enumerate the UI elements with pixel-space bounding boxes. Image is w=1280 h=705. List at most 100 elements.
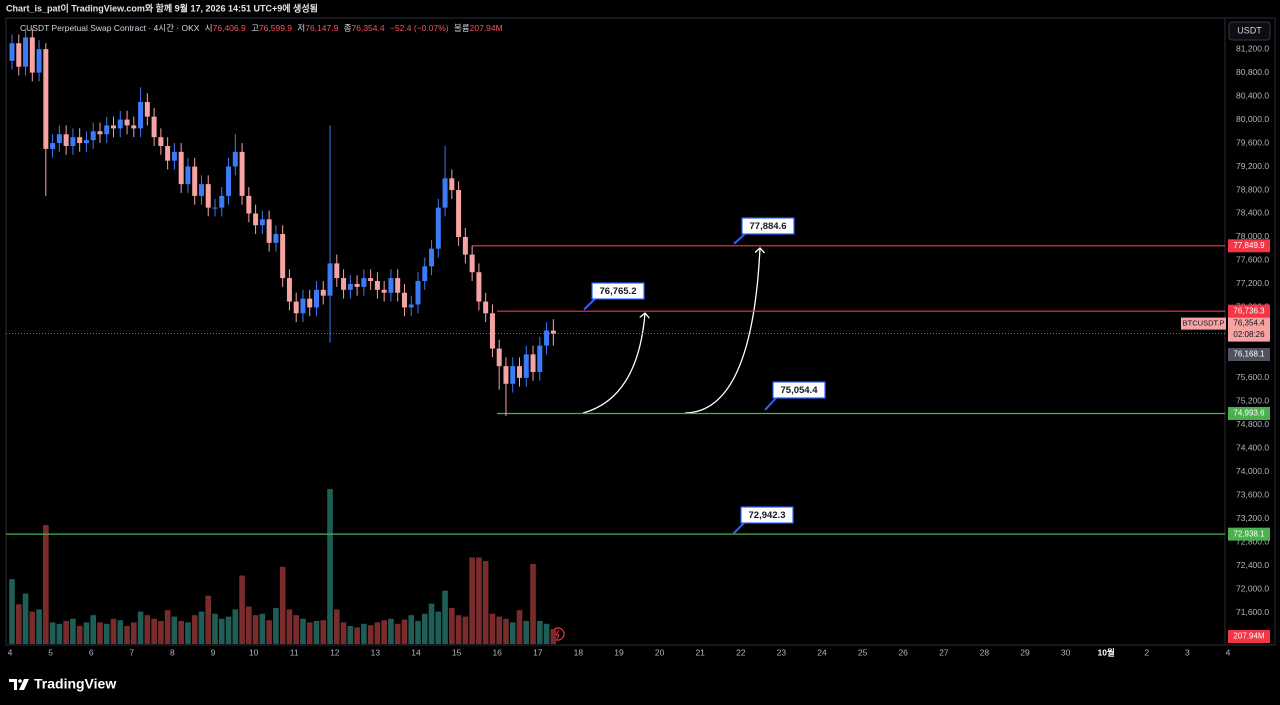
volume-bar xyxy=(496,616,502,644)
candle-body xyxy=(354,283,360,287)
volume-bar xyxy=(252,615,259,644)
candle-body xyxy=(97,131,103,135)
candle-body xyxy=(517,366,522,378)
candle-body xyxy=(77,137,83,144)
candle-body xyxy=(401,292,407,308)
volume-bar xyxy=(36,609,42,644)
candle-body xyxy=(111,125,116,129)
x-tick-label: 19 xyxy=(614,647,624,657)
volume-bar xyxy=(537,620,543,644)
currency-label: USDT xyxy=(1237,25,1262,35)
legend-symbol: CUSDT Perpetual Swap Contract · 4시간 · OK… xyxy=(20,23,200,33)
volume-bar xyxy=(442,590,448,644)
volume-bar xyxy=(476,557,482,644)
candle-body xyxy=(253,213,259,226)
candle-body xyxy=(320,289,326,296)
callout-label: 76,765.2 xyxy=(600,286,637,297)
candle-body xyxy=(462,236,468,255)
candle-body xyxy=(273,234,279,243)
volume-bar xyxy=(415,620,421,644)
volume-bar xyxy=(327,489,333,644)
volume-bar xyxy=(306,622,313,644)
volume-bar xyxy=(279,566,286,644)
y-tick-label: 77,600.0 xyxy=(1236,255,1269,265)
y-tick-label: 78,800.0 xyxy=(1236,184,1269,194)
candle-body xyxy=(151,116,157,138)
y-tick-label: 78,400.0 xyxy=(1236,208,1269,218)
volume-bar xyxy=(469,557,475,644)
volume-bar xyxy=(9,579,15,644)
brand-name: TradingView xyxy=(34,676,116,692)
legend-low-label: 저 xyxy=(297,23,305,33)
candle-body xyxy=(422,266,428,282)
candle-body xyxy=(165,145,171,161)
y-tick-label: 75,200.0 xyxy=(1236,396,1269,406)
candle-body xyxy=(469,254,475,273)
alert-icon-bolt xyxy=(555,629,560,640)
x-tick-label: 7 xyxy=(129,647,134,657)
header-title: Chart_is_pat이 TradingView.com와 함께 9월 17,… xyxy=(6,2,318,13)
legend-low: 76,147.9 xyxy=(305,23,338,33)
y-tick-label: 79,600.0 xyxy=(1236,137,1269,147)
candle-body xyxy=(29,37,35,73)
y-tick-label: 71,600.0 xyxy=(1236,607,1269,617)
candle-body xyxy=(374,281,380,290)
candle-body xyxy=(286,278,292,302)
level-tag: 74,993.6 xyxy=(1233,409,1265,418)
volume-bar xyxy=(205,595,212,644)
candle-body xyxy=(361,278,367,287)
volume-bar xyxy=(198,611,205,644)
volume-bar xyxy=(158,620,164,644)
volume-bar xyxy=(455,615,462,644)
x-tick-label: 6 xyxy=(89,647,94,657)
y-tick-label: 75,600.0 xyxy=(1236,372,1269,382)
logo-shape xyxy=(9,679,17,690)
level-tag-bg xyxy=(1228,527,1270,541)
volume-bar xyxy=(523,620,530,644)
candle-body xyxy=(523,354,529,378)
arrow xyxy=(582,313,645,414)
candle-body xyxy=(124,119,130,126)
x-tick-label: 8 xyxy=(170,647,175,657)
candle-body xyxy=(280,234,286,279)
volume-bar xyxy=(22,593,29,644)
legend-close-label: 종 xyxy=(344,23,352,33)
candle-body xyxy=(395,278,401,293)
volume-bar xyxy=(131,622,137,644)
volume-bar xyxy=(103,623,110,644)
volume-bar xyxy=(388,618,394,644)
x-tick-label: 18 xyxy=(574,647,584,657)
callout-box xyxy=(772,381,826,399)
volume-bar xyxy=(313,620,320,644)
volume-bar xyxy=(401,619,408,644)
x-tick-label: 15 xyxy=(452,647,462,657)
candle-body xyxy=(510,366,516,384)
currency-button[interactable] xyxy=(1228,21,1271,41)
candle-body xyxy=(496,348,502,367)
volume-bar xyxy=(191,615,198,644)
y-tick-label: 74,000.0 xyxy=(1236,466,1269,476)
level-tag-bg xyxy=(1228,406,1270,420)
x-tick-label: 4 xyxy=(8,647,13,657)
candle-body xyxy=(158,137,164,146)
candle-body xyxy=(9,43,15,61)
x-tick-label: 24 xyxy=(817,647,827,657)
x-tick-label: 26 xyxy=(898,647,908,657)
volume-bar xyxy=(70,618,76,644)
volume-bar xyxy=(171,616,178,644)
logo-shape xyxy=(19,679,29,690)
candle-body xyxy=(408,304,414,308)
candle-body xyxy=(90,131,96,141)
legend-open-label: 시 xyxy=(205,23,213,33)
x-tick-label: 14 xyxy=(411,647,421,657)
y-tick-label: 72,400.0 xyxy=(1236,560,1269,570)
y-tick-label: 73,200.0 xyxy=(1236,513,1269,523)
candle-body xyxy=(50,143,56,149)
volume-bar xyxy=(509,622,516,644)
x-tick-label: 12 xyxy=(330,647,340,657)
y-tick-label: 72,000.0 xyxy=(1236,583,1269,593)
y-tick-label: 80,400.0 xyxy=(1236,90,1269,100)
volume-bar xyxy=(489,613,496,644)
callout-label: 77,884.6 xyxy=(750,221,787,232)
marker-tag: 76,168.1 xyxy=(1233,350,1265,359)
